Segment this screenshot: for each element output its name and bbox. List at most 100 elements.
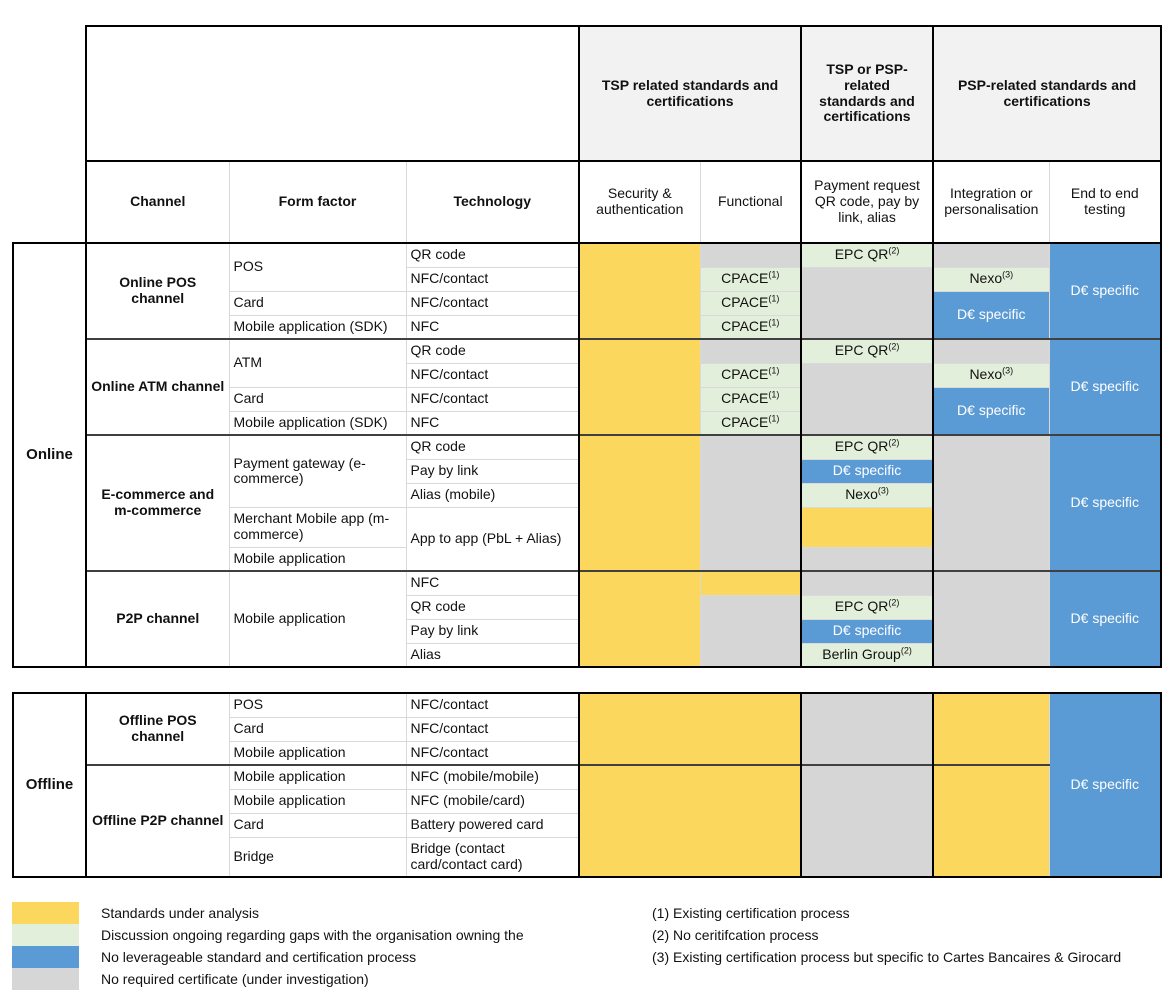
cell-tech: Pay by link bbox=[405, 618, 580, 644]
footnote-reference: (2) bbox=[888, 341, 900, 352]
legend-swatch bbox=[12, 946, 79, 968]
status-cell-e2e: D€ specific bbox=[1048, 338, 1163, 436]
status-cell-pay: EPC QR(2) bbox=[800, 594, 935, 620]
table-row: Alias Berlin Group(2) bbox=[13, 642, 1161, 668]
status-cell-integ bbox=[932, 692, 1050, 766]
table-row: Card NFC/contact CPACE(1) D€ specific bbox=[13, 386, 1161, 436]
footnote-reference: (2) bbox=[900, 645, 912, 656]
header-spacer bbox=[13, 26, 86, 243]
status-cell-integ: D€ specific bbox=[932, 290, 1050, 340]
status-cell-pay bbox=[800, 764, 934, 878]
cell-form: Card bbox=[228, 812, 407, 838]
footnote: (1) Existing certification process bbox=[652, 905, 850, 921]
table-row: NFC/contact CPACE(1) Nexo(3) bbox=[13, 266, 1161, 340]
cell-tech: NFC/contact bbox=[405, 386, 580, 412]
status-cell-pay: D€ specific bbox=[800, 458, 935, 484]
table-row: Online ATM channel ATM QR code EPC QR(2) D€ … bbox=[13, 338, 1163, 436]
table-row: Card NFC/contact bbox=[13, 716, 1161, 742]
col-header-form-factor: Form factor bbox=[228, 160, 407, 244]
status-cell-func: CPACE(1) bbox=[699, 362, 802, 388]
col-header-payment-request: Payment request QR code, pay by link, al… bbox=[800, 160, 935, 244]
cell-form: Mobile application (SDK) bbox=[228, 410, 407, 436]
cell-form: Bridge bbox=[228, 836, 407, 878]
cell-form: Mobile application (SDK) bbox=[228, 314, 407, 340]
cell-form: Mobile application bbox=[228, 788, 407, 814]
cell-tech: NFC/contact bbox=[405, 716, 580, 742]
status-cell-integ bbox=[932, 764, 1050, 878]
status-cell-integ: D€ specific bbox=[932, 386, 1050, 436]
status-cell-func: CPACE(1) bbox=[699, 314, 802, 340]
group-header-row: TSP related standards and certifications… bbox=[13, 25, 1163, 162]
cell-tech: NFC bbox=[405, 570, 580, 596]
status-cell-sec bbox=[578, 764, 802, 878]
footnote-reference: (2) bbox=[888, 597, 900, 608]
cell-label: Online bbox=[12, 242, 87, 668]
cell-tech: QR code bbox=[405, 242, 580, 268]
cell-form: POS bbox=[228, 692, 407, 718]
status-cell-func: CPACE(1) bbox=[699, 290, 802, 316]
table-gap bbox=[12, 668, 1160, 692]
status-cell-pay bbox=[800, 692, 934, 766]
table-row: P2P channel Mobile application NFC D€ speci… bbox=[13, 570, 1163, 668]
table-row: Mobile application NFC (mobile/card) bbox=[13, 788, 1161, 814]
cell-tech: NFC (mobile/card) bbox=[405, 788, 580, 814]
footnote-reference: (3) bbox=[1002, 269, 1014, 280]
legend-label: No required certificate (under investiga… bbox=[101, 971, 369, 987]
col-header-channel: Channel bbox=[85, 160, 230, 244]
cell-form: Merchant Mobile app (m-commerce) bbox=[228, 506, 407, 548]
table-row: Alias (mobile) Nexo(3) bbox=[13, 482, 1161, 508]
status-cell-sec bbox=[578, 692, 802, 766]
status-cell-sec bbox=[578, 242, 701, 340]
status-cell-pay bbox=[800, 362, 935, 436]
table-row: Bridge Bridge (contact card/contact card) bbox=[13, 836, 1161, 878]
legend-swatch bbox=[12, 968, 79, 990]
footnote-reference: (1) bbox=[768, 365, 780, 376]
legend-swatch bbox=[12, 924, 79, 946]
cell-form: Card bbox=[228, 716, 407, 742]
cell-tech: QR code bbox=[405, 434, 580, 460]
status-cell-func bbox=[699, 594, 802, 668]
status-cell-e2e: D€ specific bbox=[1048, 692, 1162, 878]
status-cell-integ bbox=[932, 570, 1050, 668]
cell-tech: QR code bbox=[405, 594, 580, 620]
col-header-security-authentication: Security & authentication bbox=[578, 160, 701, 244]
cell-tech: NFC/contact bbox=[405, 692, 580, 718]
table-row: Mobile application (SDK) NFC CPACE(1) bbox=[13, 314, 1161, 340]
footnote-reference: (2) bbox=[888, 437, 900, 448]
cell-channel: E-commerce and m-commerce bbox=[85, 434, 230, 572]
table-row: Offline Offline POS channel POS NFC/contact… bbox=[12, 692, 1162, 878]
cell-tech: NFC/contact bbox=[405, 266, 580, 292]
footnotes: (1) Existing certification process (2) No… bbox=[652, 902, 1121, 968]
cell-tech: QR code bbox=[405, 338, 580, 364]
status-cell-e2e: D€ specific bbox=[1048, 242, 1163, 340]
status-cell-func: CPACE(1) bbox=[699, 386, 802, 412]
footnote-reference: (3) bbox=[1002, 365, 1014, 376]
cell-tech: NFC (mobile/mobile) bbox=[405, 764, 580, 790]
legend-swatch bbox=[12, 902, 79, 924]
table-row: Offline P2P channel Mobile application NFC… bbox=[13, 764, 1161, 878]
table-row: Card Battery powered card bbox=[13, 812, 1161, 838]
status-cell-pay: EPC QR(2) bbox=[800, 242, 935, 268]
status-cell-pay bbox=[800, 546, 935, 572]
status-cell-pay: Berlin Group(2) bbox=[800, 642, 935, 668]
status-cell-pay bbox=[800, 506, 935, 548]
cell-form: Mobile application bbox=[228, 570, 407, 668]
cell-channel: Online POS channel bbox=[85, 242, 230, 340]
cell-tech: Bridge (contact card/contact card) bbox=[405, 836, 580, 878]
legend-label: No leverageable standard and certificati… bbox=[101, 949, 417, 965]
cell-tech: NFC/contact bbox=[405, 362, 580, 388]
cell-tech: Pay by link bbox=[405, 458, 580, 484]
cell-label: Offline bbox=[12, 692, 87, 878]
status-cell-func: CPACE(1) bbox=[699, 410, 802, 436]
footnote-reference: (1) bbox=[768, 317, 780, 328]
legend: Standards under analysis Discussion ongoi… bbox=[12, 902, 1160, 990]
table-row: Online Online POS channel POS QR code EPC QR… bbox=[12, 242, 1163, 668]
status-cell-func bbox=[699, 570, 802, 596]
status-cell-pay bbox=[800, 570, 935, 596]
cell-tech: NFC bbox=[405, 410, 580, 436]
blank-header-box bbox=[84, 25, 580, 162]
cell-form: Card bbox=[228, 290, 407, 316]
offline-table: Offline Offline POS channel POS NFC/contact… bbox=[12, 692, 1162, 878]
status-cell-pay: EPC QR(2) bbox=[800, 434, 935, 460]
